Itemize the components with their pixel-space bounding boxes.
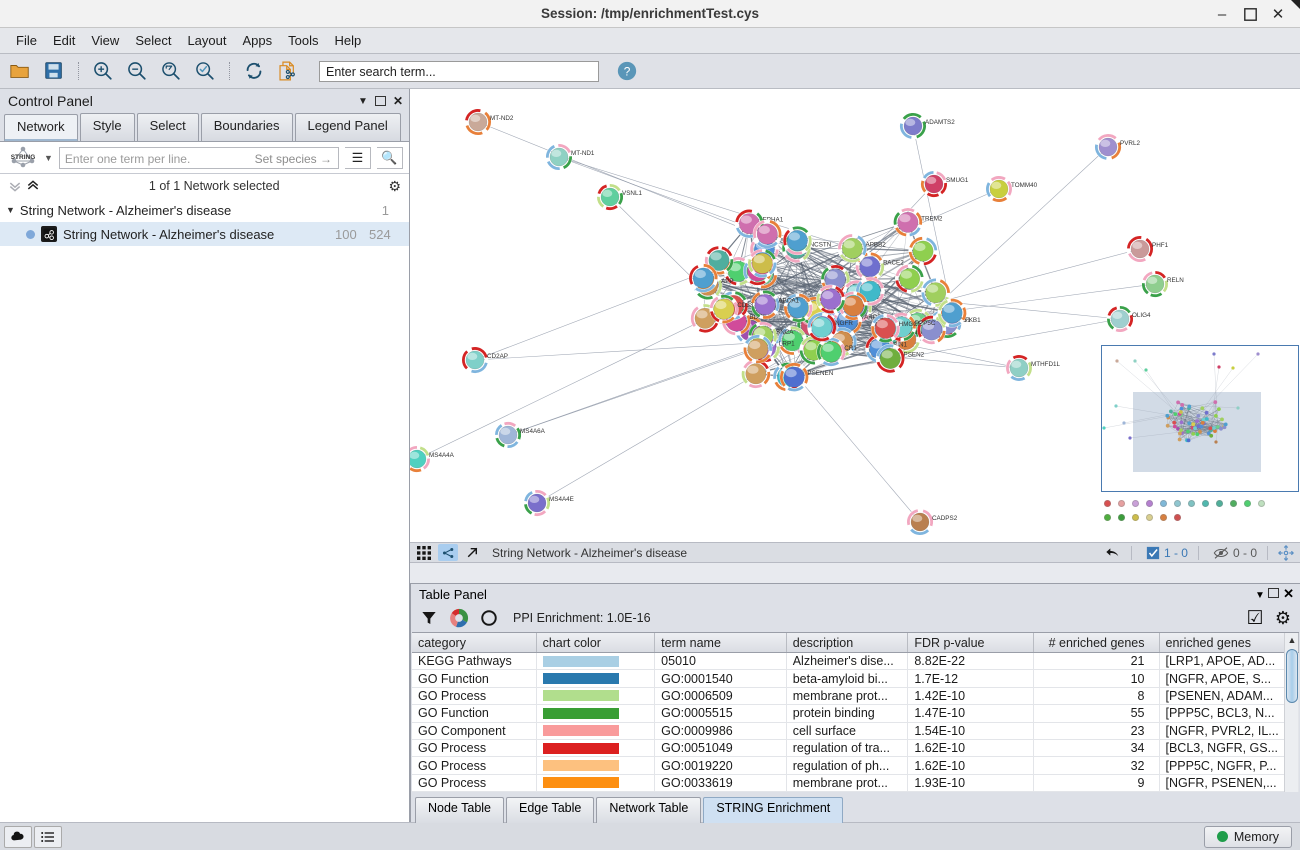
- svg-text:?: ?: [624, 65, 631, 79]
- svg-text:RELN: RELN: [1167, 277, 1184, 284]
- svg-text:PVRL2: PVRL2: [1120, 140, 1140, 147]
- svg-text:PHF1: PHF1: [1152, 242, 1169, 249]
- svg-text:MTHFD1L: MTHFD1L: [1031, 361, 1061, 368]
- svg-text:MS4A6A: MS4A6A: [520, 428, 546, 435]
- svg-text:MS4A4A: MS4A4A: [429, 452, 455, 459]
- svg-text:BACE2: BACE2: [883, 260, 904, 267]
- svg-text:OLIG4: OLIG4: [1132, 312, 1151, 319]
- svg-text:ABCA1: ABCA1: [778, 298, 799, 305]
- svg-text:APBB2: APBB2: [866, 241, 887, 248]
- svg-text:APP: APP: [721, 278, 734, 285]
- svg-text:CR1: CR1: [844, 345, 857, 352]
- svg-text:VSNL1: VSNL1: [622, 190, 642, 197]
- svg-text:SNCA: SNCA: [776, 329, 794, 336]
- svg-text:NCSTN: NCSTN: [810, 241, 832, 248]
- svg-text:LRP1: LRP1: [779, 341, 795, 348]
- svg-text:TOMM40: TOMM40: [1011, 182, 1038, 189]
- svg-text:STRING: STRING: [11, 154, 36, 161]
- svg-text:ADAMTS2: ADAMTS2: [925, 119, 955, 126]
- svg-text:MT-ND1: MT-ND1: [571, 150, 595, 157]
- svg-text:PSENEN: PSENEN: [807, 370, 833, 377]
- svg-text:CD33: CD33: [737, 302, 754, 309]
- svg-text:MS4A4E: MS4A4E: [549, 496, 574, 503]
- svg-text:SMUG1: SMUG1: [946, 177, 969, 184]
- svg-text:NGFR: NGFR: [835, 320, 853, 327]
- svg-text:TREM2: TREM2: [921, 215, 943, 222]
- svg-text:HMGCR: HMGCR: [899, 321, 923, 328]
- svg-text:MT-ND2: MT-ND2: [490, 115, 514, 122]
- svg-text:CD2AP: CD2AP: [487, 353, 508, 360]
- svg-text:PSEN2: PSEN2: [904, 352, 925, 359]
- svg-text:CADPS2: CADPS2: [932, 515, 958, 522]
